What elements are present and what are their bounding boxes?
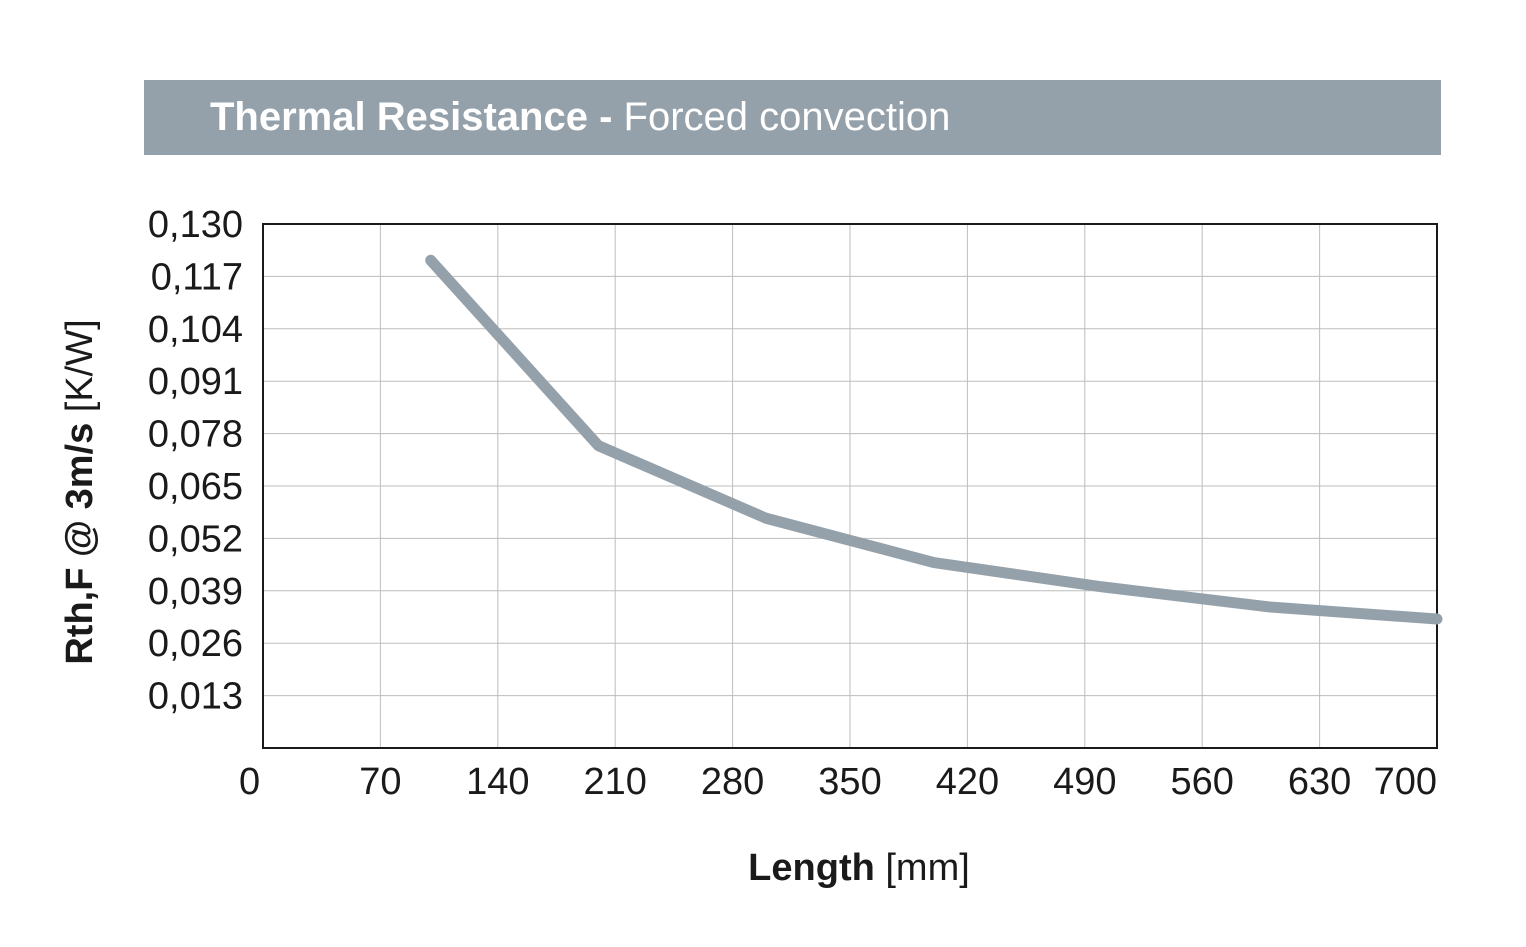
series: [425, 254, 1443, 625]
y-axis-title: Rth,F @ 3m/s [K/W]: [59, 319, 101, 664]
title-bar: Thermal Resistance - Forced convection: [144, 80, 1441, 155]
y-tick-label: 0,091: [148, 361, 243, 403]
x-tick-label: 210: [583, 761, 646, 803]
x-tick-label: 420: [936, 761, 999, 803]
x-axis-title: Length [mm]: [748, 847, 970, 889]
plot-area-frame: [262, 223, 1438, 749]
y-tick-label: 0,013: [148, 676, 243, 718]
y-axis-title-unit: [K/W]: [59, 319, 101, 412]
y-tick-label: 0,078: [148, 414, 243, 456]
x-tick-label: 560: [1170, 761, 1233, 803]
y-tick-label: 0,026: [148, 623, 243, 665]
grid: [263, 224, 1437, 748]
y-tick-label: 0,052: [148, 518, 243, 560]
x-axis-title-unit: [mm]: [885, 847, 969, 889]
chart-title-bold: Thermal Resistance -: [210, 95, 613, 139]
x-tick-labels: 0 70 140 210 280 350 420 490 560 630 700: [239, 761, 1437, 803]
x-axis-title-bold: Length: [748, 847, 875, 889]
x-tick-label: 0: [239, 761, 260, 803]
x-tick-label: 350: [818, 761, 881, 803]
x-tick-label: 700: [1374, 761, 1437, 803]
y-tick-labels: 0,013 0,026 0,039 0,052 0,065 0,078 0,091 0,104…: [148, 204, 243, 718]
y-tick-label: 0,039: [148, 571, 243, 613]
chart-title: Thermal Resistance - Forced convection: [210, 80, 950, 155]
x-tick-label: 630: [1288, 761, 1351, 803]
x-tick-label: 490: [1053, 761, 1116, 803]
x-tick-label: 70: [359, 761, 401, 803]
y-axis-title-bold: Rth,F @ 3m/s: [59, 423, 101, 665]
chart-title-regular: Forced convection: [623, 95, 951, 139]
series-line: [425, 254, 1443, 625]
y-tick-label: 0,117: [151, 256, 243, 298]
y-tick-label: 0,065: [148, 466, 243, 508]
y-tick-label: 0,130: [148, 204, 243, 246]
x-tick-label: 140: [466, 761, 529, 803]
x-tick-label: 280: [701, 761, 764, 803]
y-tick-label: 0,104: [148, 309, 243, 351]
